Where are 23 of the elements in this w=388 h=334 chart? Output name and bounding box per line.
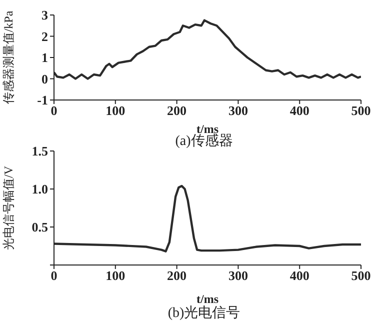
y-tick-label: 3: [42, 8, 48, 23]
x-tick-label: 500: [351, 103, 371, 118]
x-tick-label: 100: [106, 103, 126, 118]
x-tick-label: 400: [290, 268, 310, 284]
y-tick-label: 1: [42, 50, 48, 66]
x-tick-label: 200: [167, 268, 187, 284]
x-tick-label: 400: [290, 103, 310, 118]
x-tick-label: 300: [228, 268, 248, 284]
y-axis-title: 传感器测量值/kPa: [1, 10, 16, 104]
x-tick-label: 200: [167, 103, 187, 118]
y-tick-label: 2: [42, 28, 48, 44]
y-tick-label: -1: [37, 92, 48, 108]
x-axis-title: t/ms: [196, 292, 219, 306]
y-tick-label: 0: [42, 71, 48, 86]
y-tick-label: 1.0: [32, 182, 48, 197]
x-tick-label: 500: [351, 268, 371, 284]
y-tick-label: 1.5: [32, 144, 48, 159]
x-tick-label: 100: [106, 268, 126, 284]
text: (a)传感器: [174, 133, 234, 150]
y-tick-label: 0.5: [32, 220, 48, 235]
text: (b)光电信号: [166, 304, 242, 322]
y-axis-title: 光电信号幅值/V: [1, 166, 16, 250]
x-tick-label: 300: [228, 103, 248, 118]
